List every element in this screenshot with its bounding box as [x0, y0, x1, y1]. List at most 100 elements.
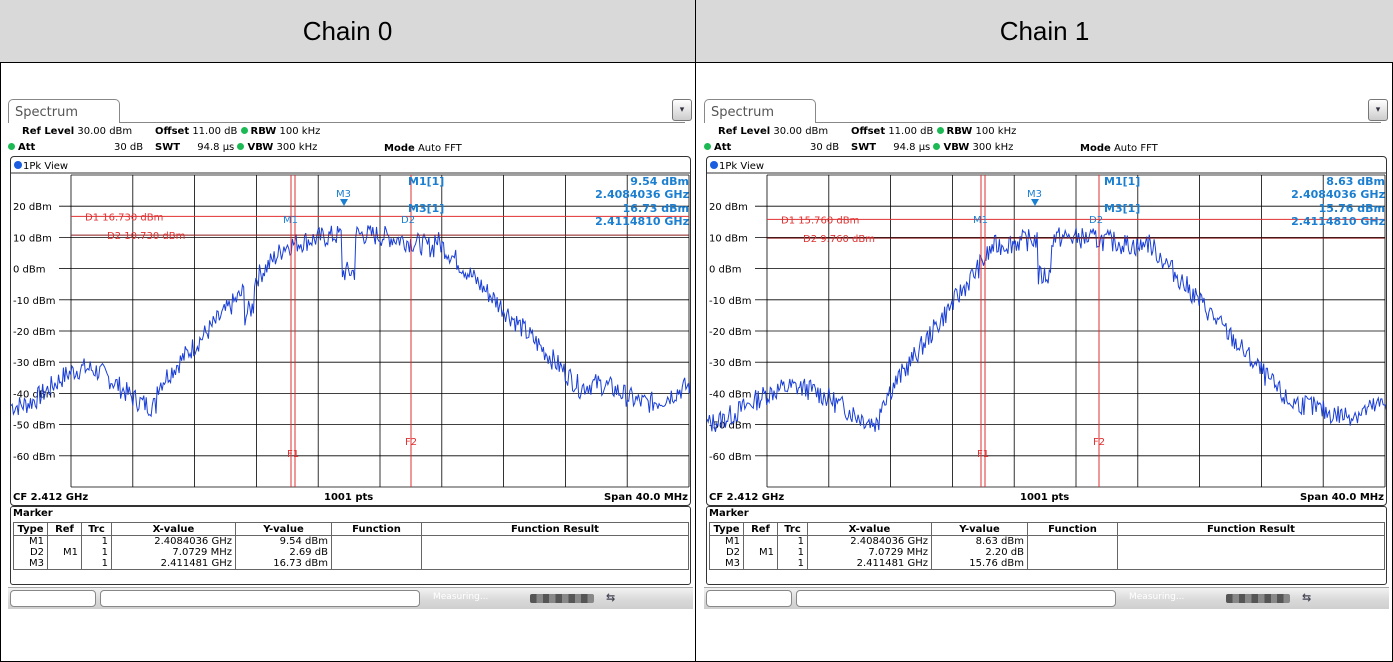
y-axis-label: -30 dBm — [709, 358, 751, 369]
marker-cell: 2.4084036 GHz — [111, 535, 236, 547]
view-indicator-icon — [14, 161, 22, 169]
center-frequency: CF 2.412 GHz — [13, 492, 89, 503]
f2-label: F2 — [405, 437, 417, 448]
readout-m1-name: M1[1] — [1104, 175, 1140, 188]
settings-row-1: Ref Level 30.00 dBm — [718, 126, 828, 137]
readout-m1-name: M1[1] — [408, 175, 444, 188]
marker-cell: 8.63 dBm — [931, 535, 1028, 547]
bottom-status-bar: Measuring... ⇆ — [704, 587, 1389, 609]
tab-divider — [120, 122, 685, 123]
status-field-left[interactable] — [706, 590, 792, 607]
marker-row[interactable]: D2 M1 1 7.0729 MHz 2.20 dB — [709, 547, 1385, 558]
marker-cell: 9.54 dBm — [235, 535, 332, 547]
column-header: Type — [13, 522, 48, 536]
y-axis-label: -20 dBm — [709, 327, 751, 338]
spectrum-trace — [11, 225, 690, 418]
swt-setting: SWT 94.8 µs VBW 300 kHz — [155, 142, 317, 153]
spectrum-plot[interactable]: 1Pk View 20 dBm 10 dBm 0 dBm -10 dBm -20 dBm -… — [706, 156, 1387, 506]
sweep-status-bar: CF 2.412 GHz 1001 pts Span 40.0 MHz — [10, 491, 691, 506]
column-header: Function — [1027, 522, 1118, 536]
y-axis-label: -10 dBm — [13, 296, 55, 307]
ref-level-label: Ref Level — [718, 126, 771, 137]
marker-cell: 2.411481 GHz — [111, 558, 236, 570]
marker-cell: 15.76 dBm — [931, 558, 1028, 570]
marker-cell: 1 — [81, 535, 112, 547]
center-frequency: CF 2.412 GHz — [709, 492, 785, 503]
marker-cell: D2 — [709, 547, 744, 558]
readout-m1-level: 9.54 dBm — [630, 175, 689, 188]
marker-cell — [1117, 558, 1385, 570]
m1-label: M1 — [283, 215, 298, 226]
sweep-points: 1001 pts — [324, 492, 374, 503]
remote-status-icon: ⇆ — [606, 591, 616, 604]
marker-cell: 2.69 dB — [235, 547, 332, 558]
offset-label: Offset — [155, 126, 190, 137]
offset-label: Offset — [851, 126, 886, 137]
column-header: X-value — [807, 522, 932, 536]
marker-row[interactable]: D2 M1 1 7.0729 MHz 2.69 dB — [13, 547, 689, 558]
mode-label: Mode — [384, 143, 415, 154]
settings-row-2: Att — [704, 142, 731, 153]
status-field-message[interactable] — [100, 590, 420, 607]
offset-value: 11.00 dB — [888, 126, 934, 137]
f1-label: F1 — [287, 449, 299, 460]
spectrum-svg: 1Pk View 20 dBm 10 dBm 0 dBm -10 dBm -20 dBm -… — [707, 161, 1386, 488]
menu-dropdown-icon[interactable]: ▾ — [672, 99, 692, 121]
offset-setting: Offset 11.00 dB RBW 100 kHz — [851, 126, 1016, 137]
ref-level-label: Ref Level — [22, 126, 75, 137]
marker-cell — [743, 558, 778, 570]
marker-cell: M1 — [47, 547, 82, 558]
vbw-value: 300 kHz — [972, 142, 1014, 153]
sweep-points: 1001 pts — [1020, 492, 1070, 503]
swt-label: SWT — [155, 142, 181, 153]
settings-row-1: Ref Level 30.00 dBm — [22, 126, 132, 137]
rbw-label: RBW — [946, 126, 973, 137]
column-header: Ref — [743, 522, 778, 536]
att-value: 30 dB — [114, 142, 144, 153]
marker-table-grid: Type Ref Trc X-value Y-value Function Function… — [13, 522, 689, 570]
mode-setting: Mode Auto FFT — [1080, 143, 1158, 154]
swt-value: 94.8 µs — [893, 142, 931, 153]
column-header: Function — [331, 522, 422, 536]
spectrum-plot[interactable]: 1Pk View 20 dBm 10 dBm 0 dBm -10 dBm -20 dBm -… — [10, 156, 691, 506]
marker-table-grid: Type Ref Trc X-value Y-value Function Function… — [709, 522, 1385, 570]
marker-row[interactable]: M1 1 2.4084036 GHz 9.54 dBm — [13, 535, 689, 547]
offset-value: 11.00 dB — [192, 126, 238, 137]
column-header: Ref — [47, 522, 82, 536]
y-axis-label: -60 dBm — [709, 452, 751, 463]
marker-cell — [331, 558, 422, 570]
m1-label: M1 — [973, 215, 988, 226]
readout-m1-freq: 2.4084036 GHz — [1291, 188, 1385, 201]
rbw-value: 100 kHz — [279, 126, 321, 137]
status-field-left[interactable] — [10, 590, 96, 607]
progress-indicator — [1226, 594, 1290, 603]
bottom-status-bar: Measuring... ⇆ — [8, 587, 693, 609]
marker-cell — [1027, 535, 1118, 547]
y-axis-label: -50 dBm — [709, 421, 751, 432]
marker-row[interactable]: M3 1 2.411481 GHz 15.76 dBm — [709, 558, 1385, 570]
column-header: X-value — [111, 522, 236, 536]
spectrum-tab[interactable]: Spectrum — [8, 99, 120, 123]
m3-label: M3 — [336, 189, 351, 200]
column-header: Y-value — [931, 522, 1028, 536]
spectrum-screenshot-chain-0: Spectrum ▾ Ref Level 30.00 dBm Offset 11… — [8, 97, 693, 609]
marker-row[interactable]: M1 1 2.4084036 GHz 8.63 dBm — [709, 535, 1385, 547]
column-header: Type — [709, 522, 744, 536]
status-field-message[interactable] — [796, 590, 1116, 607]
marker-cell: 2.4084036 GHz — [807, 535, 932, 547]
spectrum-tab[interactable]: Spectrum — [704, 99, 816, 123]
y-axis-label: -40 dBm — [13, 389, 55, 400]
readout-m3-freq: 2.4114810 GHz — [595, 215, 689, 228]
column-header: Function Result — [421, 522, 689, 536]
d2-marker-label: D2 — [401, 215, 415, 226]
marker-row[interactable]: M3 1 2.411481 GHz 16.73 dBm — [13, 558, 689, 570]
vbw-label: VBW — [943, 142, 970, 153]
y-axis-label: 10 dBm — [709, 233, 748, 244]
swt-label: SWT — [851, 142, 877, 153]
marker-cell — [47, 535, 82, 547]
rbw-indicator-icon — [936, 127, 944, 134]
view-label: 1Pk View — [23, 161, 68, 172]
view-indicator-icon — [710, 161, 718, 169]
menu-dropdown-icon[interactable]: ▾ — [1368, 99, 1388, 121]
column-header: Function Result — [1117, 522, 1385, 536]
